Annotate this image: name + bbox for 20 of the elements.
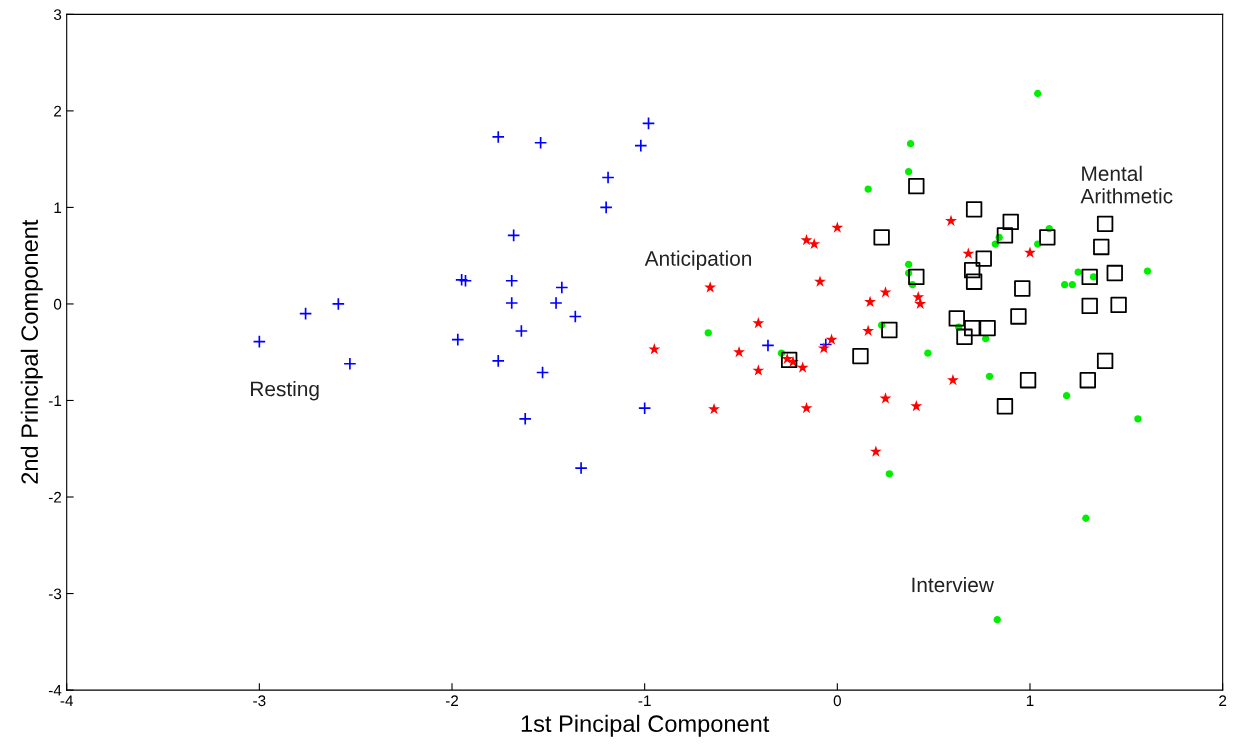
y-tick-label: -4 [48,685,62,696]
y-tick-label: -3 [48,588,62,600]
annotation: Resting [251,381,319,401]
x-tick-label: 2 [1219,695,1227,706]
annotation: Mental Arithmetic [1080,165,1173,204]
y-tick-label: 3 [53,9,62,21]
x-tick-label: -3 [253,695,266,707]
x-tick-label: 0 [833,695,841,707]
y-tick-label: -2 [48,491,62,503]
y-tick-label: -1 [48,395,62,407]
y-tick-label: 0 [53,298,62,310]
x-axis-title: 1st Pincipal Component [521,714,770,737]
y-axis-title: 2nd Principal Component [20,219,43,484]
annotation: Anticipation [644,250,752,271]
x-tick-label: 1 [1026,695,1034,706]
x-tick-label: -2 [445,695,459,706]
y-tick-label: 2 [54,105,62,117]
y-tick-label: 1 [54,202,62,213]
annotation: Interview [912,576,994,593]
x-tick-label: -1 [638,695,651,706]
